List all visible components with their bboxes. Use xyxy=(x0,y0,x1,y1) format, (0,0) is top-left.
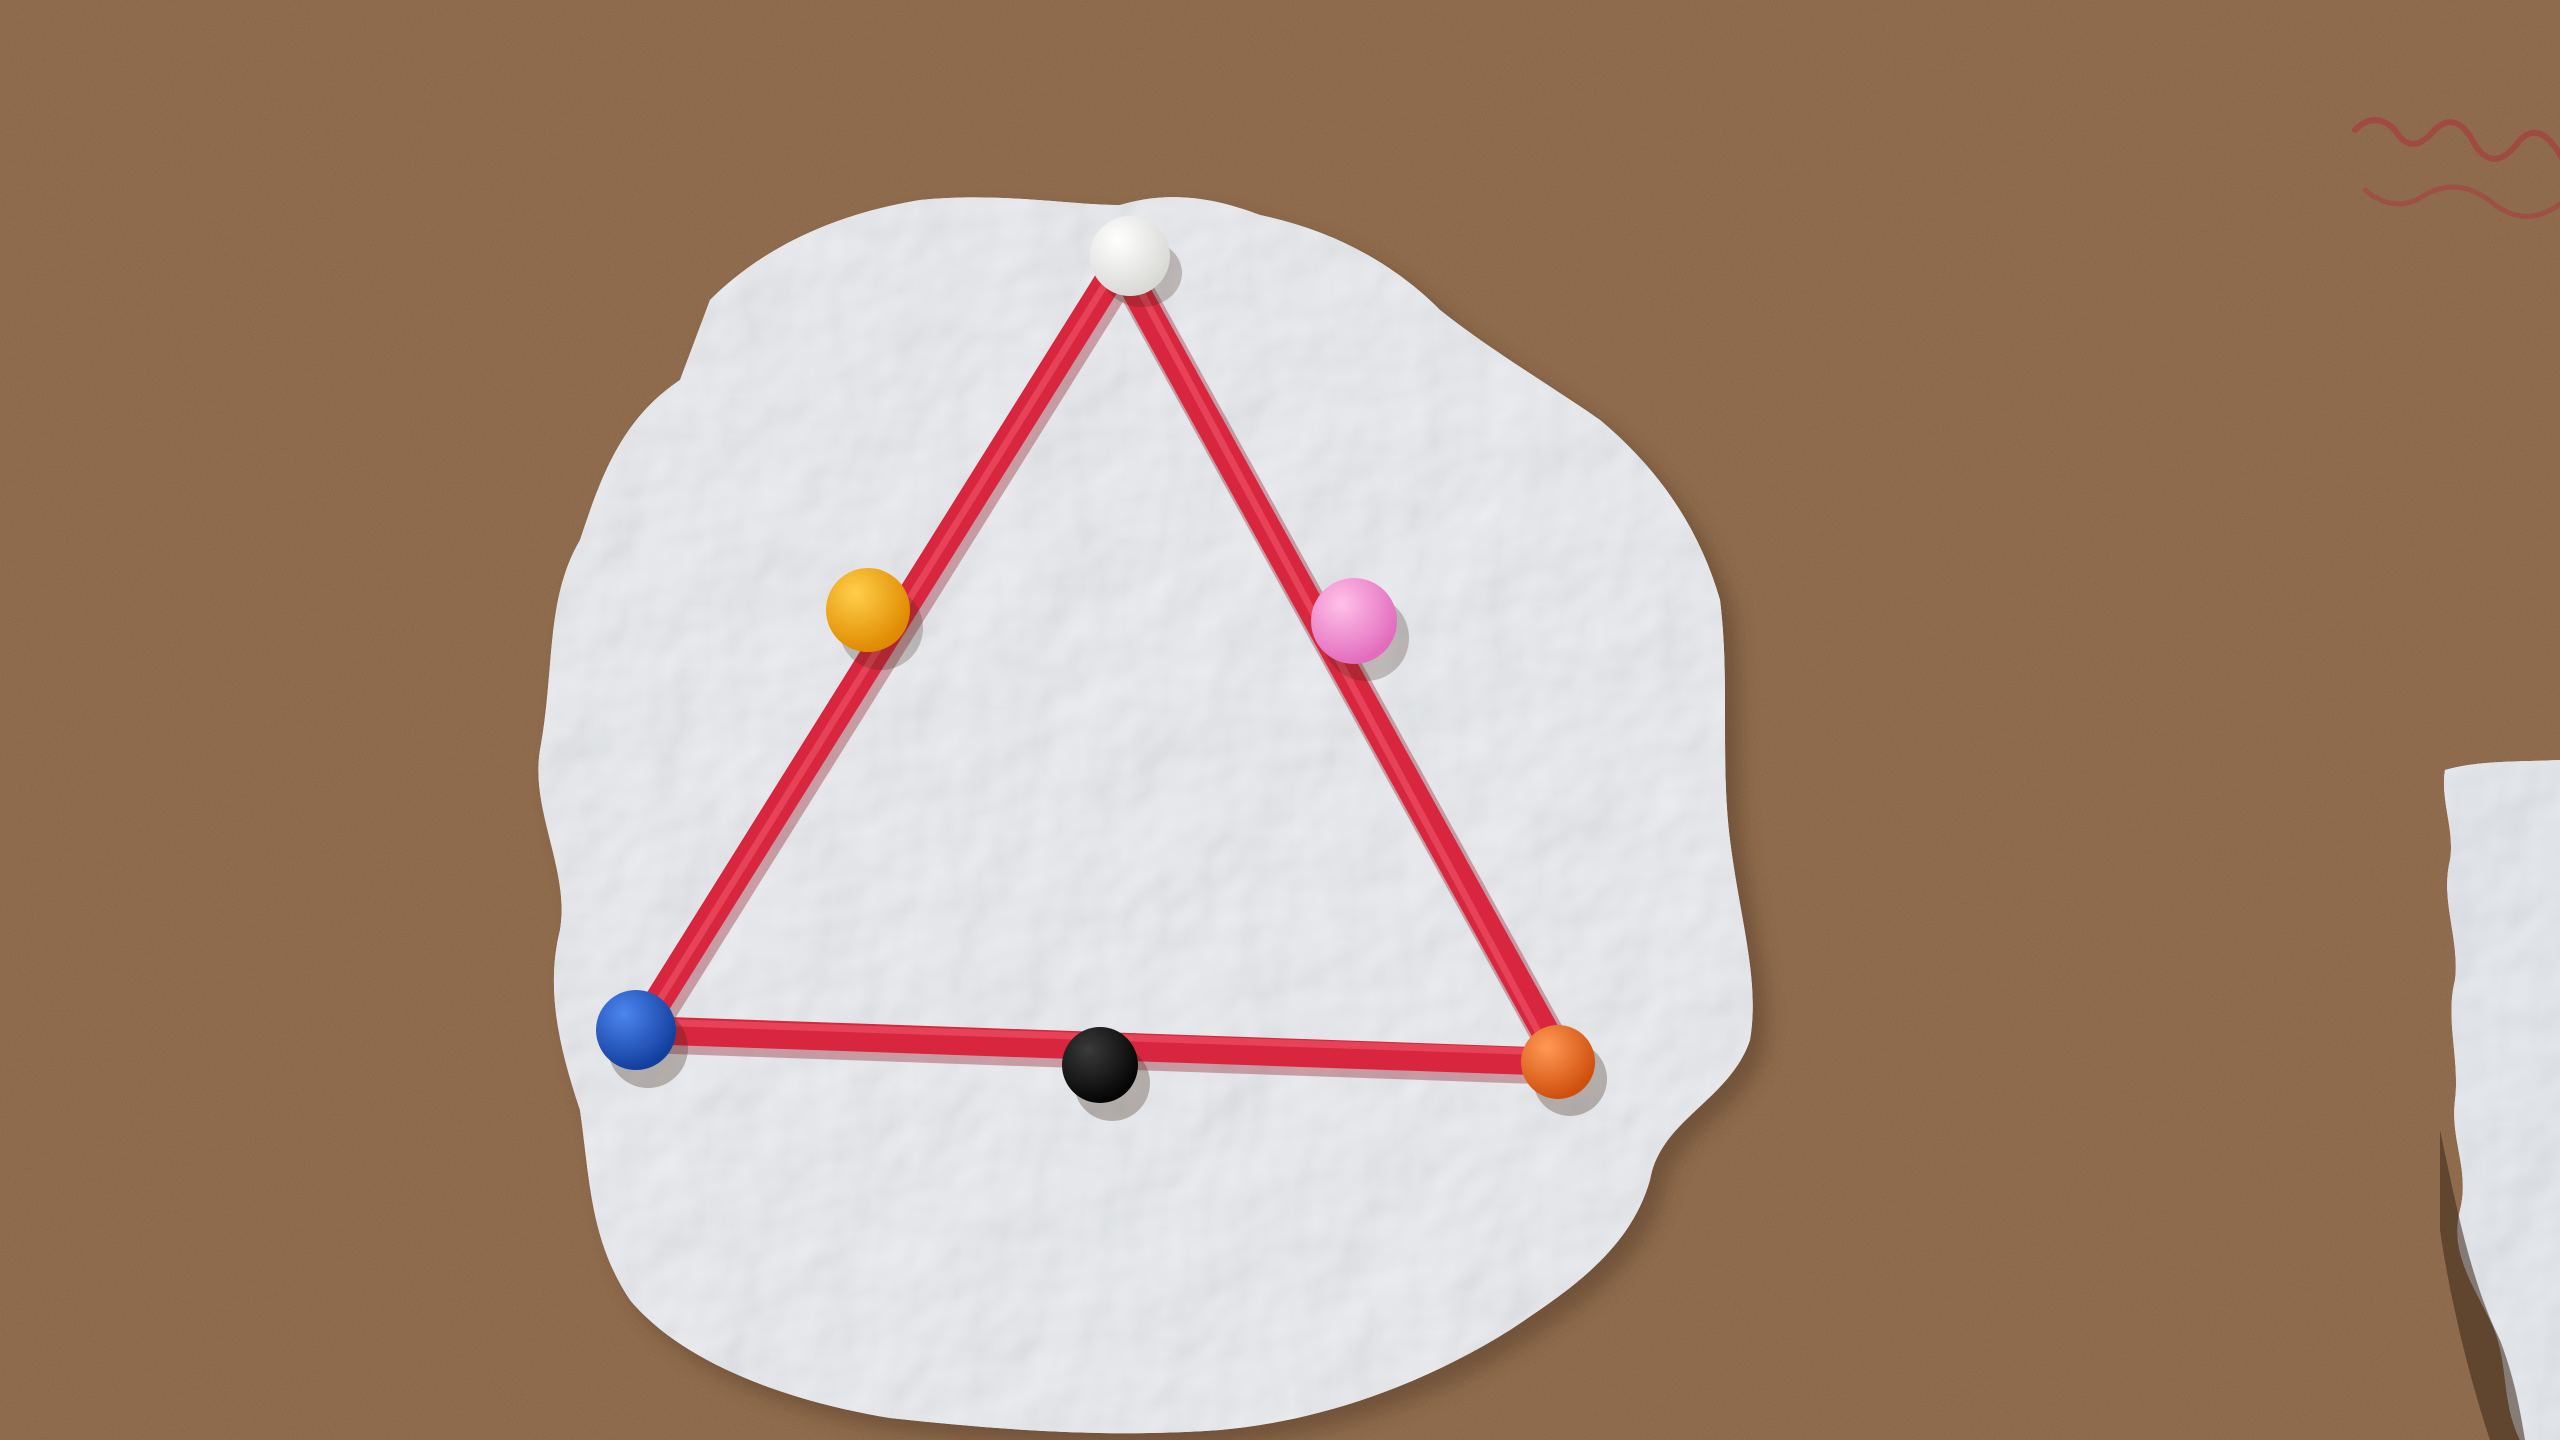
red-pen-scribble-2 xyxy=(2362,184,2560,219)
orange-bead-bottom-right xyxy=(1521,1025,1595,1099)
white-bead-top xyxy=(1090,216,1170,296)
partial-clay-shadow xyxy=(2440,1130,2525,1440)
blue-bead-bottom-left xyxy=(596,990,676,1070)
pink-bead-right xyxy=(1311,578,1397,664)
bead-group xyxy=(596,216,1607,1121)
white-clay-sheet xyxy=(538,197,1753,1434)
black-bead-bottom-middle xyxy=(1062,1027,1138,1103)
yellow-bead-left xyxy=(826,568,910,652)
